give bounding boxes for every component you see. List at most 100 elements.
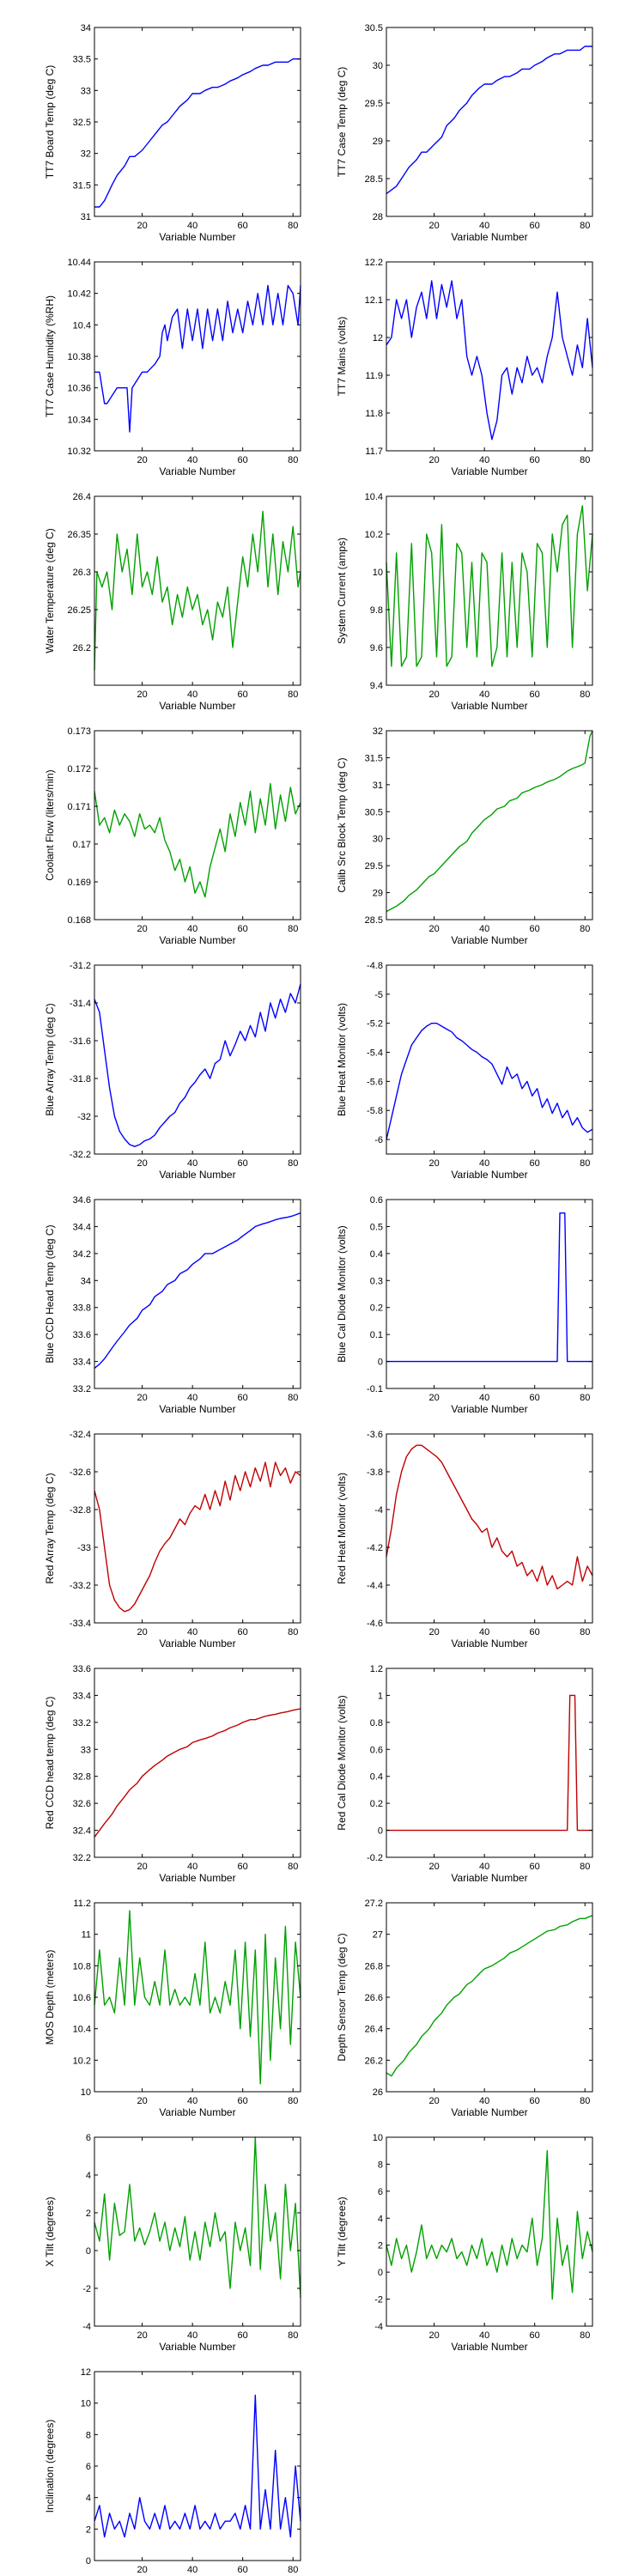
y-tick-label: 10.38: [67, 352, 91, 362]
x-tick-label: 60: [530, 1158, 540, 1169]
x-tick-label: 40: [479, 2330, 489, 2341]
series-line: [94, 2394, 301, 2538]
x-tick-label: 60: [238, 1393, 248, 1403]
y-tick-label: 10.4: [365, 492, 383, 502]
y-axis-label: TT7 Board Temp (deg C): [44, 65, 56, 179]
x-tick-label: 60: [530, 1862, 540, 1872]
series-line: [94, 2136, 301, 2299]
y-tick-label: 33.4: [73, 1358, 91, 1368]
plot-frame: [94, 261, 301, 452]
chart-panel: 20 40 60 80 11.7 11.8 11.9 12 12.1 12.2 Variable N…: [336, 258, 593, 477]
x-tick-label: 20: [428, 2330, 439, 2341]
y-tick-label: 8: [378, 2160, 383, 2170]
y-axis-label: TT7 Mains (volts): [336, 317, 348, 397]
y-tick-label: 2: [86, 2524, 91, 2535]
y-tick-label: 11: [82, 1930, 91, 1941]
x-tick-label: 40: [479, 1627, 489, 1637]
plot-frame: [386, 1902, 593, 2093]
y-tick-label: 4: [378, 2214, 383, 2224]
x-tick-label: 60: [238, 1862, 248, 1872]
y-axis-label: Coolant Flow (liters/min): [44, 769, 56, 880]
x-axis-label: Variable Number: [451, 465, 527, 477]
y-tick-label: 33.6: [73, 1664, 91, 1674]
x-tick-label: 80: [580, 1862, 590, 1872]
y-axis-label: Y Tilt (degrees): [336, 2196, 348, 2266]
y-tick-label: 10.4: [73, 2025, 91, 2035]
series-line: [386, 1444, 593, 1590]
y-tick-label: 0.4: [370, 1772, 383, 1783]
y-tick-label: 0.2: [370, 1303, 383, 1314]
y-tick-label: -5.6: [367, 1077, 383, 1087]
x-tick-label: 80: [288, 2096, 298, 2106]
y-tick-label: 0.171: [67, 802, 91, 812]
y-tick-label: 26.3: [73, 568, 91, 578]
chart-panel: 20 40 60 80 32.2 32.4 32.6 32.8 33 33.2 33.4 33.6 Va…: [44, 1664, 301, 1884]
x-tick-label: 40: [187, 455, 197, 465]
y-tick-label: 33.2: [73, 1718, 91, 1728]
x-tick-label: 40: [479, 924, 489, 934]
y-tick-label: -31.8: [70, 1074, 91, 1084]
y-tick-label: -32.4: [70, 1430, 91, 1440]
y-tick-label: 31.5: [365, 753, 383, 763]
y-tick-label: 10.34: [67, 415, 91, 425]
y-tick-label: 0: [378, 2268, 383, 2278]
y-tick-label: 6: [378, 2187, 383, 2197]
y-tick-label: 6: [86, 2462, 91, 2472]
y-tick-label: 26.35: [67, 530, 91, 540]
y-tick-label: -4: [82, 2322, 91, 2332]
chart-panel: 20 40 60 80 -0.1 0 0.1 0.2 0.3 0.4 0.5 0.6 Variable …: [336, 1195, 593, 1415]
y-tick-label: -5.4: [367, 1048, 383, 1059]
y-tick-label: -31.2: [70, 961, 91, 971]
series-line: [94, 510, 301, 671]
x-tick-label: 40: [187, 2565, 197, 2575]
x-tick-label: 20: [137, 1158, 147, 1169]
y-tick-label: 0.8: [370, 1718, 383, 1728]
y-axis-label: Depth Sensor Temp (deg C): [336, 1933, 348, 2061]
y-tick-label: 32: [81, 149, 91, 160]
x-axis-label: Variable Number: [159, 1872, 235, 1884]
series-line: [94, 1461, 301, 1613]
plot-frame: [386, 27, 593, 217]
x-tick-label: 40: [187, 1627, 197, 1637]
x-tick-label: 80: [580, 924, 590, 934]
x-tick-label: 20: [137, 690, 147, 700]
x-tick-label: 20: [137, 1627, 147, 1637]
x-tick-label: 80: [288, 924, 298, 934]
y-tick-label: 0.5: [370, 1222, 383, 1232]
y-tick-label: 26.4: [365, 2025, 383, 2035]
y-tick-label: 32.5: [73, 118, 91, 128]
plot-frame: [94, 2136, 301, 2327]
y-tick-label: 33.5: [73, 55, 91, 65]
x-axis-label: Variable Number: [159, 2341, 235, 2353]
y-tick-label: 4: [86, 2171, 91, 2181]
chart-panel: 20 40 60 80 9.4 9.6 9.8 10 10.2 10.4 Variable Numb…: [336, 492, 593, 712]
x-tick-label: 80: [288, 1393, 298, 1403]
x-tick-label: 80: [288, 221, 298, 231]
plot-frame: [386, 964, 593, 1155]
chart-panel: 20 40 60 80 -4 -2 0 2 4 6 8 10 Variable Number Y Tilt…: [336, 2133, 593, 2353]
x-tick-label: 60: [238, 2096, 248, 2106]
y-tick-label: 0.169: [67, 878, 91, 888]
y-tick-label: 10: [81, 2087, 91, 2098]
y-tick-label: 28.5: [365, 915, 383, 926]
y-tick-label: 31: [373, 781, 383, 791]
x-tick-label: 40: [187, 1393, 197, 1403]
y-tick-label: 26.25: [67, 605, 91, 616]
y-tick-label: 29.5: [365, 861, 383, 872]
x-tick-label: 40: [479, 1862, 489, 1872]
y-tick-label: 10.2: [365, 530, 383, 540]
y-tick-label: 29: [373, 889, 383, 899]
y-tick-label: 30.5: [365, 807, 383, 817]
x-tick-label: 20: [428, 924, 439, 934]
y-tick-label: -6: [374, 1135, 383, 1145]
x-tick-label: 80: [580, 455, 590, 465]
y-tick-label: 10.44: [67, 258, 91, 268]
y-tick-label: 32.2: [73, 1853, 91, 1863]
y-tick-label: -4.4: [367, 1581, 383, 1591]
y-tick-label: 6: [86, 2133, 91, 2143]
y-tick-label: 27.2: [365, 1899, 383, 1909]
y-tick-label: 0.173: [67, 726, 91, 737]
y-tick-label: 26.2: [73, 643, 91, 653]
x-tick-label: 80: [288, 1862, 298, 1872]
x-tick-label: 60: [238, 221, 248, 231]
